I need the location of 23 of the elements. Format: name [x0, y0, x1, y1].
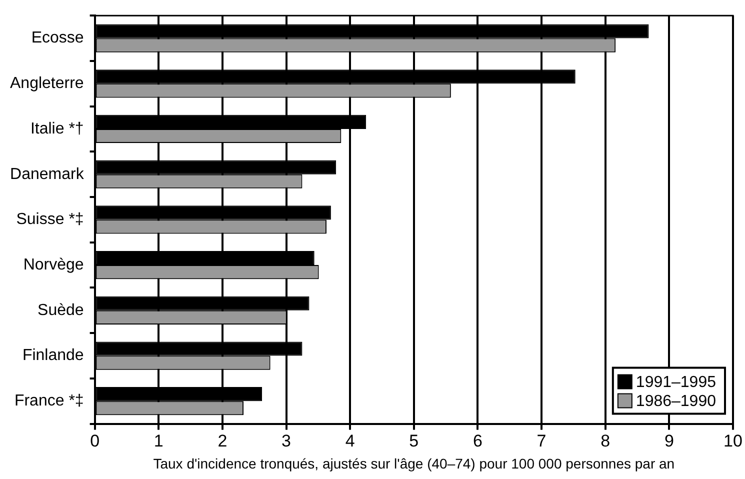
x-axis-title: Taux d'incidence tronqués, ajustés sur l'âge (40–74) pour 100 000 personnes par an: [153, 455, 675, 472]
x-tick-label: 0: [90, 432, 100, 451]
x-tick-label: 6: [472, 432, 482, 451]
x-tick-label: 5: [409, 432, 419, 451]
x-tick-label: 10: [724, 432, 742, 451]
x-tick-label: 8: [600, 432, 610, 451]
x-tick-label: 7: [536, 432, 546, 451]
y-tick-label: Finlande: [22, 347, 84, 364]
y-tick-label: Ecosse: [31, 30, 84, 47]
y-tick-label: France *‡: [14, 392, 84, 410]
x-tick-label: 1: [154, 432, 164, 451]
y-tick-label: Angleterre: [10, 75, 84, 92]
y-tick-label: Danemark: [10, 166, 85, 183]
legend-label: 1986–1990: [636, 393, 716, 410]
x-tick-label: 2: [218, 432, 228, 451]
x-tick-label: 3: [282, 432, 292, 451]
y-tick-label: Suisse *‡: [16, 211, 84, 228]
y-tick-label: Suède: [38, 302, 84, 319]
y-tick-label: Norvège: [23, 256, 84, 274]
x-tick-label: 9: [664, 432, 674, 451]
legend-label: 1991–1995: [636, 374, 716, 392]
y-tick-label: Italie *†: [30, 120, 84, 138]
x-tick-label: 4: [345, 432, 355, 451]
